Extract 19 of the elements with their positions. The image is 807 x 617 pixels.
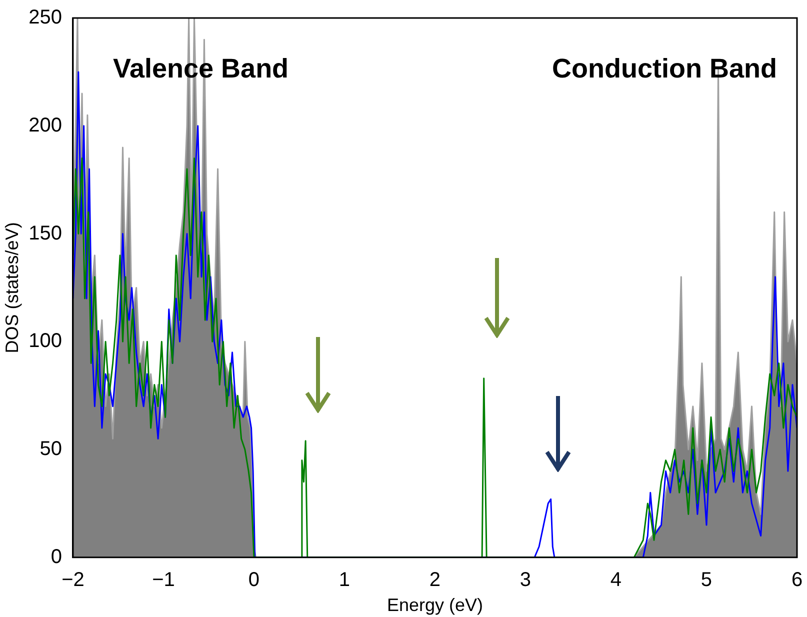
y-axis-title: DOS (states/eV) [2, 222, 22, 354]
x-tick-label: 0 [248, 568, 260, 591]
x-tick-label: 4 [610, 568, 622, 591]
x-tick-label: 2 [429, 568, 441, 591]
x-tick-label: −1 [152, 568, 175, 591]
x-tick-label: 3 [520, 568, 532, 591]
y-tick-label: 0 [50, 546, 62, 568]
x-tick-label: 6 [791, 568, 803, 591]
y-tick-label: 200 [28, 114, 62, 136]
annotation: Valence Band [112, 53, 289, 84]
x-tick-label: 5 [700, 568, 712, 591]
y-tick-label: 250 [28, 6, 62, 29]
y-tick-label: 50 [40, 438, 62, 460]
annotation: Conduction Band [552, 53, 777, 84]
x-tick-label: −2 [62, 568, 84, 591]
x-tick-label: 1 [338, 568, 350, 591]
y-tick-label: 100 [28, 330, 62, 352]
x-axis-title: Energy (eV) [386, 595, 484, 616]
y-tick-label: 150 [28, 222, 62, 244]
